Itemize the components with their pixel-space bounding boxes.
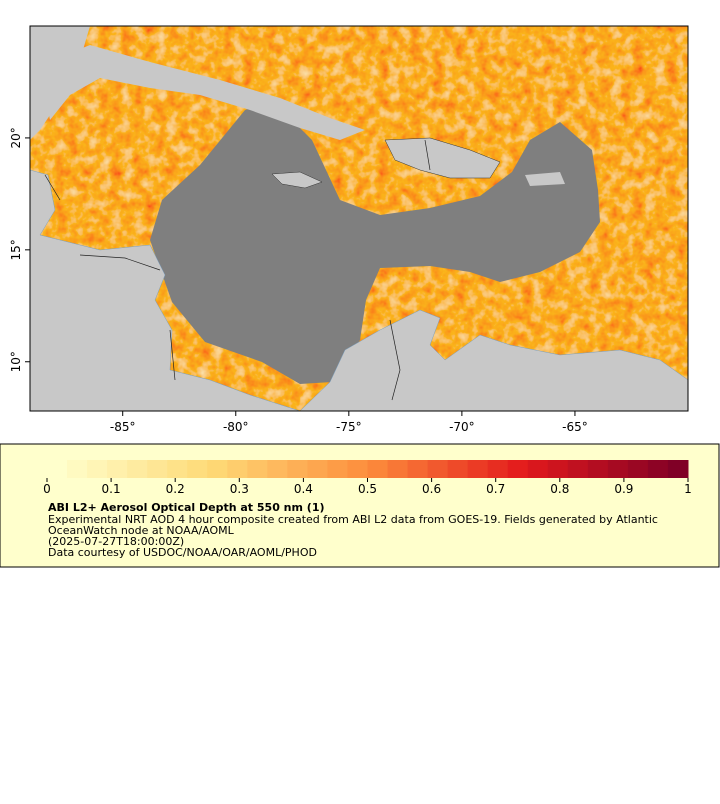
map-frame [29, 25, 689, 412]
colorbar-step [567, 460, 589, 478]
no-data-sea [150, 100, 600, 384]
legend-title: ABI L2+ Aerosol Optical Depth at 550 nm … [48, 501, 325, 514]
colorbar-step [447, 460, 469, 478]
colorbar-tick-label: 1 [684, 482, 692, 496]
colorbar-tick-label: 0.4 [294, 482, 313, 496]
land-cuba [40, 45, 365, 140]
land-yucatan [30, 26, 90, 140]
colorbar-step [307, 460, 328, 478]
colorbar-step [347, 460, 368, 478]
x-tick-label: -75° [336, 420, 362, 434]
land-puerto-rico [525, 172, 565, 186]
colorbar-tick-label: 0.9 [614, 482, 633, 496]
colorbar-step [127, 460, 148, 478]
legend-line: Data courtesy of USDOC/NOAA/OAR/AOML/PHO… [48, 546, 317, 559]
colorbar-step [547, 460, 569, 478]
y-tick-label: 20° [9, 127, 23, 148]
colorbar-step [587, 460, 609, 478]
colorbar-step [147, 460, 168, 478]
borders [44, 139, 431, 401]
colorbar-step [607, 460, 629, 478]
legend-line: Experimental NRT AOD 4 hour composite cr… [48, 513, 658, 526]
map-area [30, 26, 688, 411]
land-hispaniola [384, 137, 501, 179]
colorbar-step [667, 460, 689, 478]
colorbar-step [507, 460, 529, 478]
colorbar-step [487, 460, 509, 478]
colorbar-step [327, 460, 348, 478]
y-tick-label: 10° [9, 351, 23, 372]
colorbar-step [387, 460, 409, 478]
colorbar-step [267, 460, 288, 478]
colorbar-step [527, 460, 549, 478]
x-tick-label: -80° [223, 420, 249, 434]
colorbar-step [367, 460, 389, 478]
y-tick-label: 15° [9, 239, 23, 260]
colorbar-step [427, 460, 449, 478]
colorbar-step [467, 460, 489, 478]
x-tick-label: -65° [562, 420, 588, 434]
colorbar-tick-label: 0 [43, 482, 51, 496]
land-south-america [299, 309, 688, 411]
colorbar-step [107, 460, 128, 478]
colorbar-tick-label: 0.8 [550, 482, 569, 496]
colorbar-tick-label: 0.5 [358, 482, 377, 496]
colorbar-step [647, 460, 669, 478]
colorbar-step [287, 460, 308, 478]
land-jamaica [271, 171, 323, 189]
colorbar-step [247, 460, 268, 478]
colorbar-tick-label: 0.3 [230, 482, 249, 496]
colorbar-tick-label: 0.7 [486, 482, 505, 496]
colorbar-tick-label: 0.1 [102, 482, 121, 496]
colorbar-step [47, 460, 68, 478]
x-tick-label: -70° [449, 420, 475, 434]
colorbar-step [167, 460, 188, 478]
legend-line: (2025-07-27T18:00:00Z) [48, 535, 184, 548]
colorbar-step [227, 460, 248, 478]
colorbar-step [87, 460, 108, 478]
colorbar-step [187, 460, 208, 478]
colorbar-step [627, 460, 649, 478]
colorbar-step [207, 460, 228, 478]
colorbar-tick-label: 0.6 [422, 482, 441, 496]
x-tick-label: -85° [110, 420, 136, 434]
colorbar-step [407, 460, 429, 478]
colorbar-tick-label: 0.2 [166, 482, 185, 496]
land-central-america [30, 169, 301, 411]
colorbar-step [67, 460, 88, 478]
legend-line: OceanWatch node at NOAA/AOML [48, 524, 235, 537]
